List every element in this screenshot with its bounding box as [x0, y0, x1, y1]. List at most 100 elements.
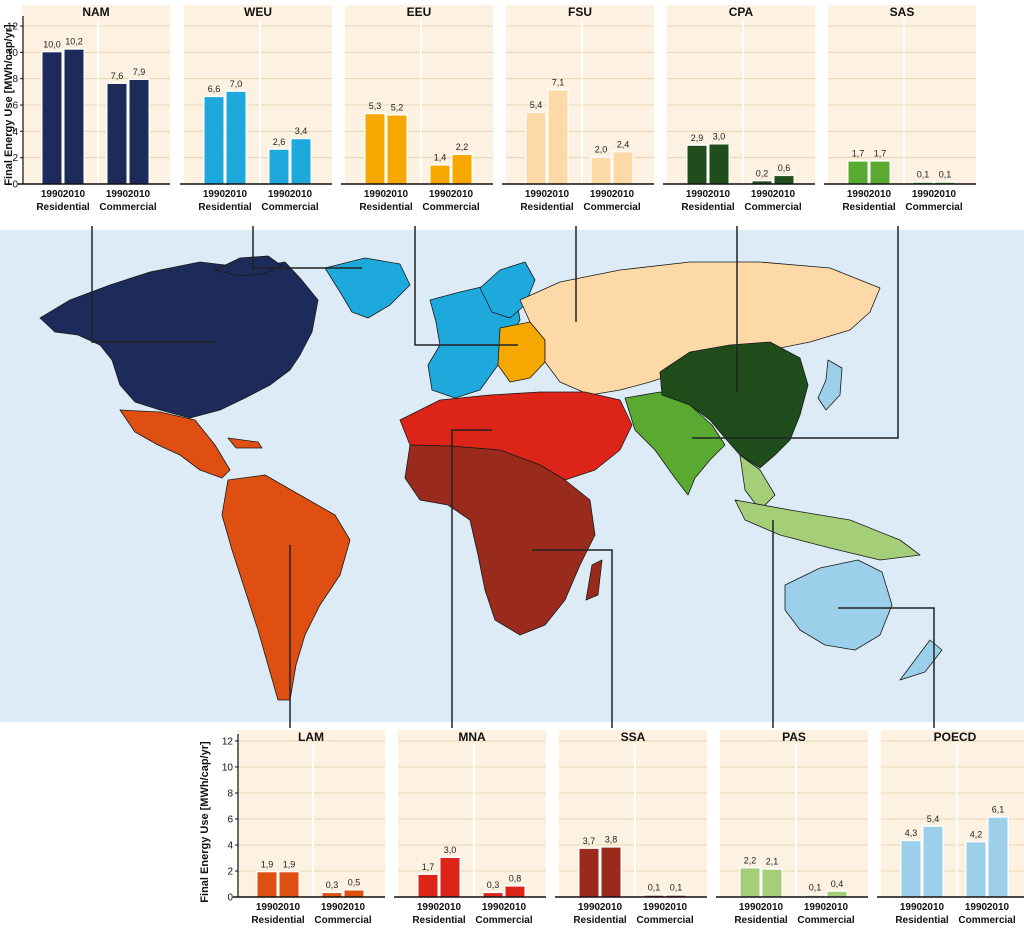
panel-sas: SAS 1,7 1990 1,7 2010 0,1 1990 0,1 2010 Residenti… [824, 5, 976, 213]
x-tick-lam-commercial-1990: 1990 [321, 902, 344, 913]
bar-eeu-residential-1990 [365, 114, 385, 184]
panel-eeu: EEU 5,3 1990 5,2 2010 1,4 1990 2,2 2010 Residenti… [341, 5, 493, 213]
x-tick-sas-commercial-1990: 1990 [912, 189, 935, 200]
value-label-weu-residential-1990: 6,6 [208, 84, 221, 94]
bar-fsu-commercial-1990 [591, 157, 611, 184]
panel-ssa: SSA 3,7 1990 3,8 2010 0,1 1990 0,1 2010 Residenti… [555, 730, 707, 926]
value-label-lam-commercial-2010: 0,5 [348, 878, 361, 888]
panel-weu-sector-label-residential: Residential [198, 202, 252, 213]
panel-eeu-sector-label-residential: Residential [359, 202, 413, 213]
region-japan-shape [817, 359, 843, 411]
value-label-ssa-residential-2010: 3,8 [605, 835, 618, 845]
x-tick-lam-residential-1990: 1990 [256, 902, 279, 913]
panel-sas-title: SAS [890, 5, 915, 19]
value-label-ssa-commercial-2010: 0,1 [670, 883, 683, 893]
bar-lam-commercial-1990 [322, 893, 342, 897]
bar-halo-sas-commercial-2010 [934, 181, 956, 184]
panel-poecd-sector-label-residential: Residential [895, 915, 949, 926]
panel-nam: NAM 10,0 1990 10,2 2010 7,6 1990 7,9 2010 Residen… [18, 5, 170, 213]
value-label-mna-commercial-2010: 0,8 [509, 874, 522, 884]
bar-halo-ssa-commercial-2010 [665, 894, 687, 897]
bottom-row-y-tick-12: 12 [222, 737, 234, 748]
bottom-row-y-tick-8: 8 [227, 789, 233, 800]
panel-poecd-sector-label-commercial: Commercial [958, 915, 1015, 926]
x-tick-nam-residential-2010: 2010 [63, 189, 86, 200]
panel-eeu-sector-label-commercial: Commercial [422, 202, 479, 213]
value-label-pas-residential-2010: 2,1 [766, 857, 779, 867]
panel-lam: LAM 1,9 1990 1,9 2010 0,3 1990 0,5 2010 Residenti… [233, 730, 385, 926]
bar-pas-residential-2010 [762, 869, 782, 897]
y-axis-label-top: Final Energy Use [MWh/cap/yr] [3, 24, 15, 186]
value-label-sas-commercial-2010: 0,1 [939, 170, 952, 180]
region-madagascar-shape [585, 559, 603, 601]
value-label-cpa-residential-1990: 2,9 [691, 133, 704, 143]
value-label-sas-commercial-1990: 0,1 [917, 170, 930, 180]
value-label-eeu-commercial-1990: 1,4 [434, 153, 447, 163]
panel-lam-sector-label-residential: Residential [251, 915, 305, 926]
region-nam-arctic-shape [214, 255, 283, 277]
x-tick-ssa-residential-2010: 2010 [600, 902, 623, 913]
bar-pas-commercial-2010 [827, 891, 847, 897]
bar-mna-residential-2010 [440, 858, 460, 897]
panel-mna-background [398, 730, 546, 897]
bar-eeu-residential-2010 [387, 115, 407, 184]
value-label-lam-residential-2010: 1,9 [283, 859, 296, 869]
bar-mna-residential-1990 [418, 874, 438, 897]
value-label-ssa-commercial-1990: 0,1 [648, 883, 661, 893]
value-label-ssa-residential-1990: 3,7 [583, 836, 596, 846]
panel-cpa-sector-label-residential: Residential [681, 202, 735, 213]
value-label-mna-residential-2010: 3,0 [444, 845, 457, 855]
value-label-nam-commercial-2010: 7,9 [133, 67, 146, 77]
value-label-weu-commercial-1990: 2,6 [273, 137, 286, 147]
region-new-zealand-shape [899, 639, 943, 681]
panel-nam-sector-label-commercial: Commercial [99, 202, 156, 213]
x-tick-mna-commercial-1990: 1990 [482, 902, 505, 913]
bar-nam-commercial-1990 [107, 83, 127, 184]
panel-fsu: FSU 5,4 1990 7,1 2010 2,0 1990 2,4 2010 Residenti… [502, 5, 654, 213]
value-label-lam-residential-1990: 1,9 [261, 859, 274, 869]
bottom-row-y-tick-10: 10 [222, 763, 234, 774]
value-label-cpa-residential-2010: 3,0 [713, 132, 726, 142]
top-row-y-tick-0: 0 [12, 180, 18, 191]
bar-weu-commercial-2010 [291, 139, 311, 184]
value-label-poecd-commercial-1990: 4,2 [970, 829, 983, 839]
region-cpa-shape [659, 341, 809, 469]
x-tick-fsu-residential-1990: 1990 [525, 189, 548, 200]
x-tick-poecd-commercial-2010: 2010 [987, 902, 1010, 913]
value-label-weu-residential-2010: 7,0 [230, 79, 243, 89]
bar-poecd-residential-1990 [901, 841, 921, 897]
panel-pas-sector-label-commercial: Commercial [797, 915, 854, 926]
top-row-y-tick-6: 6 [12, 101, 18, 112]
bar-eeu-commercial-1990 [430, 165, 450, 184]
panel-weu-sector-label-commercial: Commercial [261, 202, 318, 213]
bar-nam-residential-2010 [64, 49, 84, 185]
panel-lam-title: LAM [298, 730, 324, 744]
bar-nam-residential-1990 [42, 52, 62, 185]
bar-mna-commercial-2010 [505, 886, 525, 897]
leader-weu [252, 226, 362, 269]
bar-fsu-residential-2010 [548, 90, 568, 184]
panel-pas-title: PAS [782, 730, 806, 744]
value-label-fsu-residential-1990: 5,4 [530, 100, 543, 110]
leader-poecd [838, 607, 935, 728]
bar-cpa-residential-1990 [687, 145, 707, 184]
top-row-y-axis: 0 2 4 6 8 10 12 [7, 16, 24, 191]
x-tick-weu-commercial-2010: 2010 [290, 189, 313, 200]
bar-sas-residential-2010 [870, 161, 890, 184]
region-scandinavia-shape [479, 261, 536, 319]
bar-poecd-commercial-2010 [988, 817, 1008, 897]
bottom-row-y-tick-0: 0 [227, 893, 233, 904]
panel-fsu-sector-label-residential: Residential [520, 202, 574, 213]
x-tick-poecd-commercial-1990: 1990 [965, 902, 988, 913]
region-central-america-shape [119, 409, 231, 479]
leader-lines [91, 226, 935, 728]
value-label-weu-commercial-2010: 3,4 [295, 126, 308, 136]
panel-poecd: POECD 4,3 1990 5,4 2010 4,2 1990 6,1 2010 Residen… [877, 730, 1024, 926]
bar-weu-residential-1990 [204, 97, 224, 184]
leader-nam [91, 226, 215, 343]
value-label-mna-residential-1990: 1,7 [422, 862, 435, 872]
x-tick-pas-commercial-2010: 2010 [826, 902, 849, 913]
value-label-fsu-commercial-1990: 2,0 [595, 145, 608, 155]
leader-eeu [414, 226, 518, 346]
x-tick-weu-residential-2010: 2010 [225, 189, 248, 200]
